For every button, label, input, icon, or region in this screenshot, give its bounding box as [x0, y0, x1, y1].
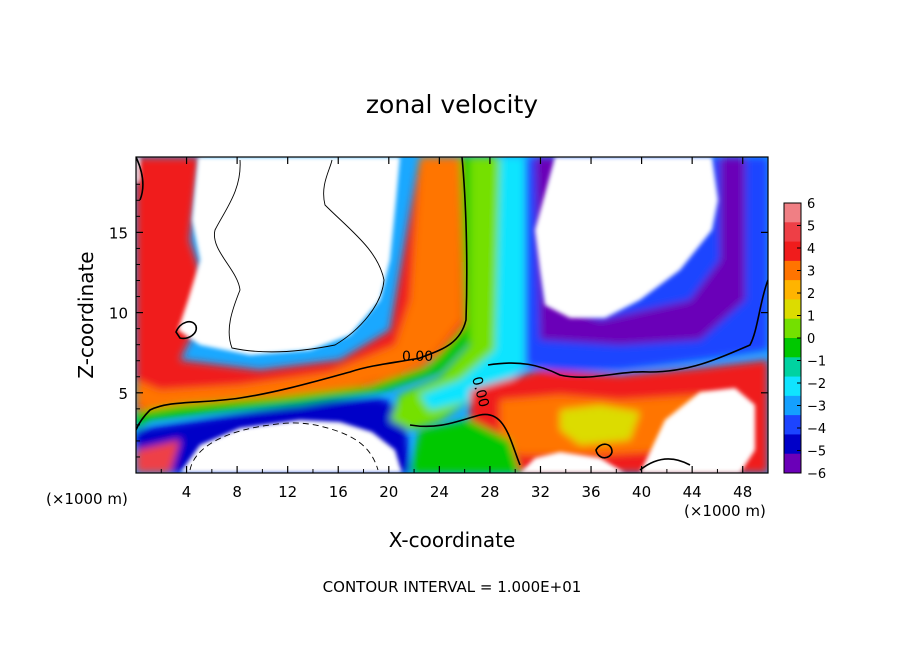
x-axis-title: X-coordinate: [389, 528, 516, 552]
colorbar-label: −3: [807, 400, 826, 415]
colorbar-swatch: [784, 453, 801, 474]
colorbar-swatch: [784, 395, 801, 416]
colorbar-swatch: [784, 241, 801, 262]
blank-lower-mid: [520, 452, 625, 473]
contour-small-ring: [595, 443, 613, 459]
x-tick-label: 12: [278, 483, 297, 501]
contour-thin-left-blank: [214, 159, 385, 353]
x-axis-ticks: 4 8 12 16 20 24 28 32 36 40 44 48: [160, 157, 752, 501]
colorbar-label: −6: [807, 467, 826, 482]
contour-small-loop: [175, 320, 198, 340]
blank-lower-left: [180, 420, 402, 473]
colorbar-swatch: [784, 415, 801, 435]
y-tick-label: 15: [109, 224, 128, 242]
contour-bottom-right: [639, 458, 691, 471]
colorbar-label: 6: [807, 197, 815, 212]
colorbar-label: 4: [807, 242, 815, 257]
colorbar-swatch: [784, 434, 801, 455]
x-tick-label: 8: [232, 483, 242, 501]
x-unit-label-left: (×1000 m): [46, 490, 128, 508]
field-left-orange: [136, 157, 462, 410]
x-tick-label: 40: [632, 483, 651, 501]
colorbar-label: 0: [807, 332, 815, 347]
blank-upper-left: [178, 157, 400, 355]
colorbar: 6 5 4 3 2 1 0 −1 −2 −3 −4 −5 −6: [783, 197, 826, 482]
plot-frame: [135, 156, 769, 474]
colorbar-swatch: [784, 222, 801, 243]
colorbar-label: 5: [807, 220, 815, 235]
colorbar-label: 2: [807, 287, 815, 302]
contour-zero-right: [487, 279, 768, 378]
colorbar-swatch: [784, 318, 801, 339]
colorbar-swatch: [784, 260, 801, 281]
contour-label-zero-vertical: 0.00: [468, 375, 492, 409]
field-right-purple: [535, 157, 745, 345]
colorbar-swatch: [784, 203, 801, 223]
x-tick-label: 24: [430, 483, 449, 501]
y-tick-label: 5: [118, 385, 128, 403]
contour-labels: 0.00 0.00: [402, 349, 492, 409]
blank-upper-right: [535, 157, 718, 318]
field-lower-green: [410, 420, 520, 473]
colorbar-swatch: [784, 376, 801, 397]
colorbar-swatch: [784, 338, 801, 358]
x-tick-label: 48: [733, 483, 752, 501]
x-unit-label-right: (×1000 m): [684, 502, 766, 520]
chart-title: zonal velocity: [366, 90, 538, 119]
colorbar-label: −5: [807, 445, 826, 460]
colorbar-swatch: [784, 280, 801, 300]
contour-left-edge: [136, 157, 144, 201]
x-tick-label: 20: [379, 483, 398, 501]
contour-label-zero: 0.00: [402, 349, 433, 365]
y-axis-ticks: 5 10 15: [109, 183, 768, 458]
field-left-bottom-red: [136, 440, 180, 473]
blank-lower-right: [640, 388, 755, 473]
colorbar-label: −4: [807, 422, 826, 437]
x-tick-label: 16: [329, 483, 348, 501]
contour-dashed-lower: [189, 422, 379, 471]
x-tick-label: 4: [182, 483, 192, 501]
colorbar-swatch: [784, 299, 801, 320]
x-tick-label: 36: [581, 483, 600, 501]
colorbar-label: −2: [807, 377, 826, 392]
field-center-cyan: [420, 157, 530, 410]
y-axis-title: Z-coordinate: [74, 251, 98, 378]
contour-zero-lower: [409, 413, 521, 466]
x-tick-label: 44: [683, 483, 702, 501]
contour-thin-lines: [189, 159, 385, 471]
field-lower-yellow: [560, 405, 640, 445]
y-tick-label: 10: [109, 305, 128, 323]
contour-zero-main: [136, 157, 468, 431]
x-tick-label: 28: [480, 483, 499, 501]
contour-interval-note: CONTOUR INTERVAL = 1.000E+01: [323, 578, 582, 596]
x-tick-label: 32: [531, 483, 550, 501]
colorbar-swatch: [784, 357, 801, 378]
plot-area: 0.00 0.00: [136, 157, 768, 473]
colorbar-label: −1: [807, 355, 826, 370]
colorbar-label: 1: [807, 310, 815, 325]
contour-lines: [136, 157, 768, 471]
colorbar-label: 3: [807, 265, 815, 280]
